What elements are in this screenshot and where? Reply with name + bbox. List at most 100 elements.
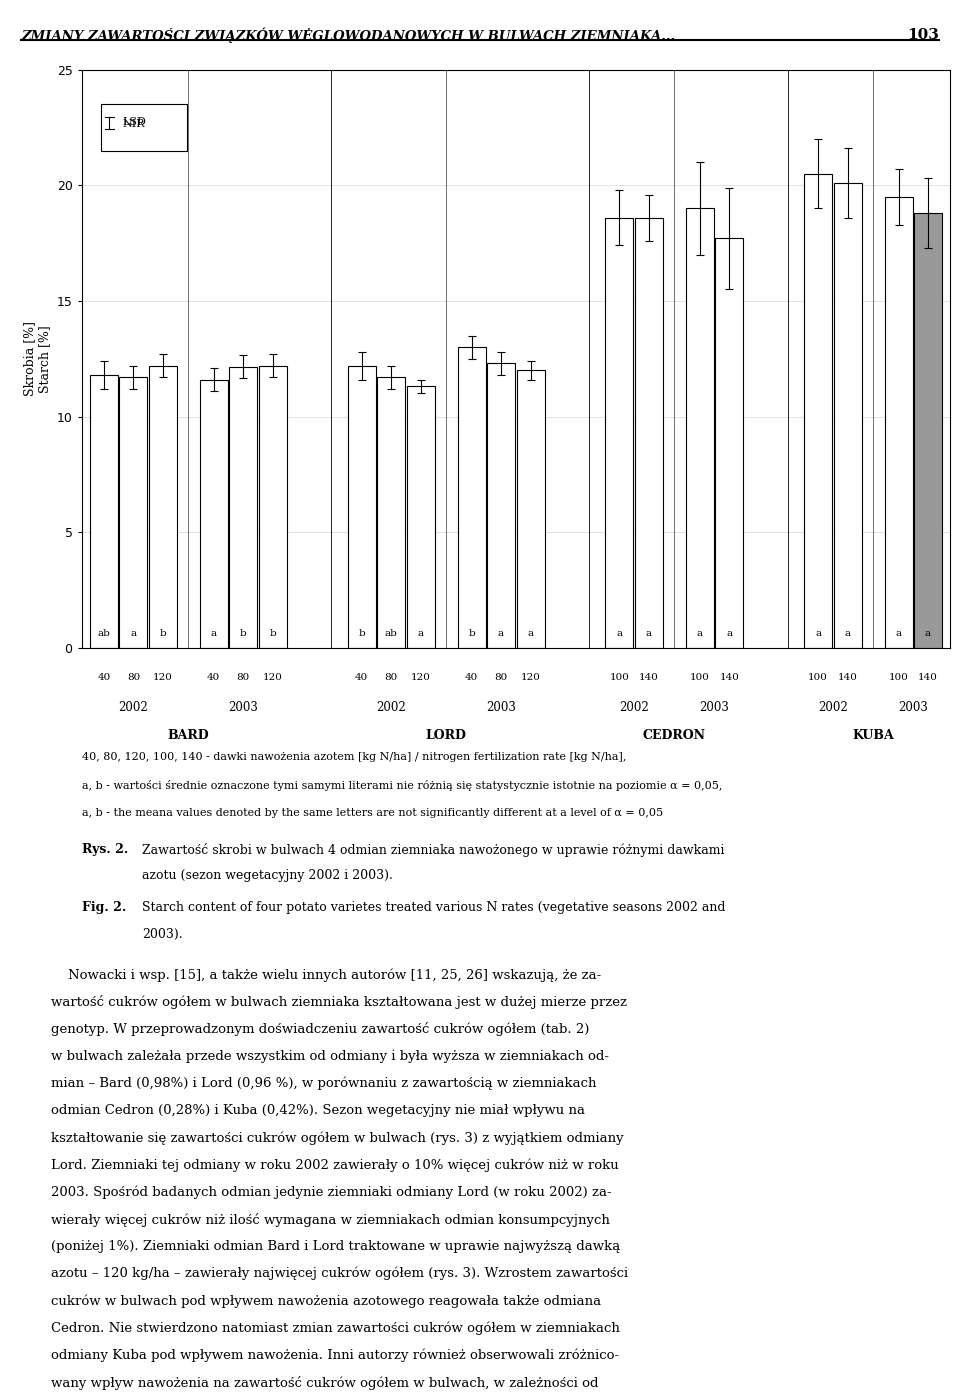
Text: 140: 140 [719, 673, 739, 681]
Bar [635, 217, 663, 648]
Text: a: a [896, 630, 901, 638]
Bar [685, 209, 714, 648]
Text: Starch content of four potato varietes treated various N rates (vegetative seaso: Starch content of four potato varietes t… [142, 901, 726, 914]
Text: genotyp. W przeprowadzonym doświadczeniu zawartość cukrów ogółem (tab. 2): genotyp. W przeprowadzonym doświadczeniu… [51, 1022, 589, 1036]
Bar [377, 378, 405, 648]
Text: kształtowanie się zawartości cukrów ogółem w bulwach (rys. 3) z wyjątkiem odmian: kształtowanie się zawartości cukrów ogół… [51, 1131, 623, 1145]
Text: b: b [159, 630, 166, 638]
Text: Zawartość skrobi w bulwach 4 odmian ziemniaka nawożonego w uprawie różnymi dawka: Zawartość skrobi w bulwach 4 odmian ziem… [142, 843, 725, 857]
Bar [90, 375, 118, 648]
Text: 140: 140 [639, 673, 659, 681]
Text: wierały więcej cukrów niż ilość wymagana w ziemniakach odmian konsumpcyjnych: wierały więcej cukrów niż ilość wymagana… [51, 1212, 610, 1227]
Text: a: a [815, 630, 821, 638]
Bar [606, 217, 634, 648]
Text: 80: 80 [127, 673, 140, 681]
Text: 100: 100 [889, 673, 908, 681]
Bar [715, 238, 743, 648]
Text: 80: 80 [494, 673, 508, 681]
Text: CEDRON: CEDRON [643, 729, 706, 741]
Text: 2003. Spośród badanych odmian jedynie ziemniaki odmiany Lord (w roku 2002) za-: 2003. Spośród badanych odmian jedynie zi… [51, 1185, 612, 1199]
Text: b: b [468, 630, 475, 638]
Text: Rys. 2.: Rys. 2. [82, 843, 128, 855]
Text: 2002: 2002 [119, 701, 149, 713]
Text: 40: 40 [207, 673, 221, 681]
Text: odmian Cedron (0,28%) i Kuba (0,42%). Sezon wegetacyjny nie miał wpływu na: odmian Cedron (0,28%) i Kuba (0,42%). Se… [51, 1103, 585, 1117]
Bar [833, 182, 862, 648]
Text: 80: 80 [237, 673, 250, 681]
Text: NIR: NIR [123, 120, 145, 130]
Text: 120: 120 [411, 673, 431, 681]
Text: azotu (sezon wegetacyjny 2002 i 2003).: azotu (sezon wegetacyjny 2002 i 2003). [142, 869, 393, 882]
Bar [914, 213, 942, 648]
Text: a: a [616, 630, 622, 638]
Text: b: b [358, 630, 365, 638]
Text: a: a [211, 630, 217, 638]
Text: 40, 80, 120, 100, 140 - dawki nawożenia azotem [kg N/ha] / nitrogen fertilizatio: 40, 80, 120, 100, 140 - dawki nawożenia … [82, 752, 626, 762]
Bar [407, 386, 435, 648]
Text: a, b - wartości średnie oznaczone tymi samymi literami nie różnią się statystycz: a, b - wartości średnie oznaczone tymi s… [82, 780, 722, 791]
Text: 2003).: 2003). [142, 928, 182, 940]
Bar [884, 196, 913, 648]
Text: Cedron. Nie stwierdzono natomiast zmian zawartości cukrów ogółem w ziemniakach: Cedron. Nie stwierdzono natomiast zmian … [51, 1321, 620, 1334]
Text: a: a [527, 630, 534, 638]
Text: 2003: 2003 [700, 701, 730, 713]
Text: a, b - the meana values denoted by the same letters are not significantly differ: a, b - the meana values denoted by the s… [82, 808, 662, 818]
Text: Lord. Ziemniaki tej odmiany w roku 2002 zawierały o 10% więcej cukrów niż w roku: Lord. Ziemniaki tej odmiany w roku 2002 … [51, 1158, 618, 1172]
Bar [259, 365, 287, 648]
Bar [229, 366, 257, 648]
Bar [200, 379, 228, 648]
Text: a: a [418, 630, 423, 638]
Text: 80: 80 [385, 673, 397, 681]
Text: LORD: LORD [425, 729, 467, 741]
Text: b: b [240, 630, 247, 638]
Text: b: b [270, 630, 276, 638]
Text: azotu – 120 kg/ha – zawierały najwięcej cukrów ogółem (rys. 3). Wzrostem zawarto: azotu – 120 kg/ha – zawierały najwięcej … [51, 1268, 628, 1280]
Text: w bulwach zależała przede wszystkim od odmiany i była wyższa w ziemniakach od-: w bulwach zależała przede wszystkim od o… [51, 1050, 609, 1063]
Text: a: a [925, 630, 931, 638]
Bar [102, 104, 187, 150]
Text: 2002: 2002 [376, 701, 406, 713]
Text: mian – Bard (0,98%) i Lord (0,96 %), w porównaniu z zawartością w ziemniakach: mian – Bard (0,98%) i Lord (0,96 %), w p… [51, 1077, 596, 1091]
Text: a: a [646, 630, 652, 638]
Text: 100: 100 [610, 673, 630, 681]
Text: BARD: BARD [168, 729, 209, 741]
Bar [487, 364, 515, 648]
Bar [149, 365, 177, 648]
Text: 120: 120 [153, 673, 173, 681]
Text: Fig. 2.: Fig. 2. [82, 901, 126, 914]
Text: a: a [131, 630, 136, 638]
Text: (poniżej 1%). Ziemniaki odmian Bard i Lord traktowane w uprawie najwyższą dawką: (poniżej 1%). Ziemniaki odmian Bard i Lo… [51, 1240, 620, 1252]
Text: 2002: 2002 [818, 701, 848, 713]
Text: wartość cukrów ogółem w bulwach ziemniaka kształtowana jest w dużej mierze przez: wartość cukrów ogółem w bulwach ziemniak… [51, 995, 627, 1010]
Text: 40: 40 [465, 673, 478, 681]
Text: 2003: 2003 [899, 701, 928, 713]
Bar [119, 378, 148, 648]
Text: a: a [845, 630, 851, 638]
Text: 120: 120 [263, 673, 283, 681]
Text: odmiany Kuba pod wpływem nawożenia. Inni autorzy również obserwowali zróżnico-: odmiany Kuba pod wpływem nawożenia. Inni… [51, 1348, 619, 1362]
Text: 2003: 2003 [486, 701, 516, 713]
Text: 140: 140 [838, 673, 857, 681]
Y-axis label: Skrobia [%]
Starch [%]: Skrobia [%] Starch [%] [23, 322, 51, 396]
Text: 2003: 2003 [228, 701, 258, 713]
Text: 120: 120 [520, 673, 540, 681]
Bar [348, 365, 375, 648]
Text: 100: 100 [690, 673, 709, 681]
Text: a: a [697, 630, 703, 638]
Text: ab: ab [385, 630, 397, 638]
Bar [804, 174, 832, 648]
Text: 100: 100 [808, 673, 828, 681]
Text: Nowacki i wsp. [15], a także wielu innych autorów [11, 25, 26] wskazują, że za-: Nowacki i wsp. [15], a także wielu innyc… [51, 968, 601, 982]
Text: cukrów w bulwach pod wpływem nawożenia azotowego reagowała także odmiana: cukrów w bulwach pod wpływem nawożenia a… [51, 1294, 601, 1308]
Text: 40: 40 [355, 673, 369, 681]
Text: a: a [726, 630, 732, 638]
Text: 40: 40 [97, 673, 110, 681]
Text: 2002: 2002 [619, 701, 649, 713]
Bar [458, 347, 486, 648]
Text: a: a [498, 630, 504, 638]
Text: ab: ab [98, 630, 110, 638]
Text: 103: 103 [907, 28, 939, 42]
Text: KUBA: KUBA [852, 729, 894, 741]
Text: ZMIANY ZAWARTOŚCI ZWIĄZKÓW WĖGLOWODANOWYCH W BULWACH ZIEMNIAKA...: ZMIANY ZAWARTOŚCI ZWIĄZKÓW WĖGLOWODANOWY… [21, 28, 675, 43]
Bar [516, 371, 544, 648]
